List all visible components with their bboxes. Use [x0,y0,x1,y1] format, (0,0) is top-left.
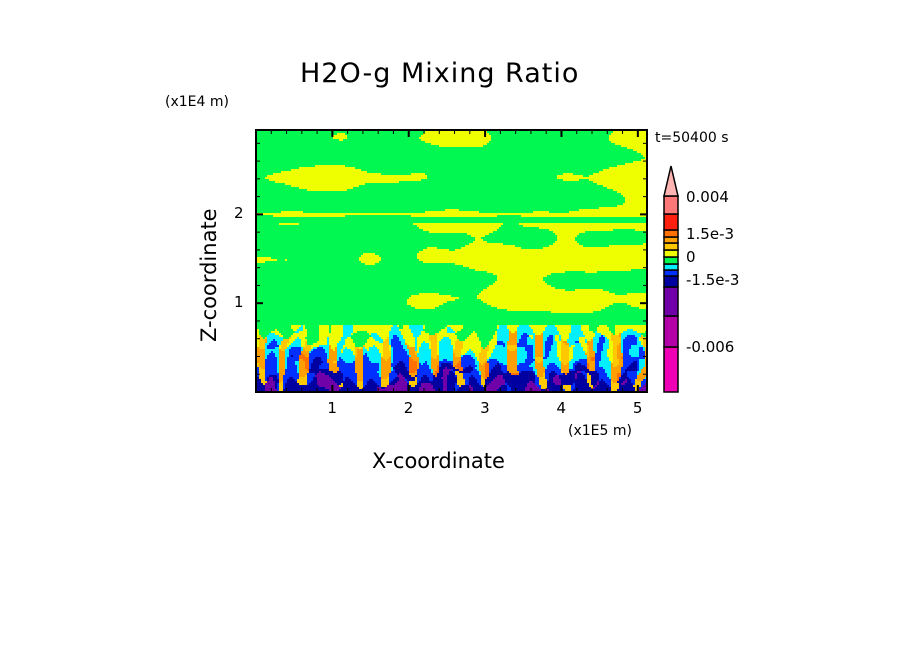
colorbar-segment [663,242,679,251]
x-axis-label: X-coordinate [372,449,505,473]
contour-field [257,131,646,391]
colorbar-segment [663,286,679,317]
colorbar-extend-triangle [663,165,679,197]
colorbar-segment [663,263,679,271]
colorbar-label: -0.006 [686,338,735,356]
colorbar-segment [663,195,679,215]
colorbar-segment [663,256,679,265]
colorbar-segment [663,236,679,244]
colorbar-segment [663,229,679,238]
colorbar-segment [663,249,679,258]
plot-frame [255,129,648,393]
x-unit-label: (x1E5 m) [568,423,632,439]
colorbar-label: -1.5e-3 [686,271,740,289]
colorbar-segment [663,315,679,348]
colorbar-segment [663,346,679,393]
colorbar-label: 0 [686,248,696,266]
x-tick-label: 4 [556,399,567,417]
x-tick-label: 2 [403,399,414,417]
y-tick-label: 2 [234,204,244,223]
x-tick-label: 5 [632,399,643,417]
x-tick-label: 3 [480,399,490,417]
colorbar-label: 0.004 [686,188,729,206]
x-tick-label: 1 [327,399,337,417]
colorbar-segment [663,275,679,288]
colorbar-segment [663,269,679,277]
chart-title: H2O-g Mixing Ratio [300,58,580,89]
time-label: t=50400 s [655,130,729,146]
y-unit-label: (x1E4 m) [165,94,229,110]
colorbar-label: 1.5e-3 [686,225,735,243]
colorbar-segment [663,213,679,231]
y-tick-label: 1 [234,293,244,312]
